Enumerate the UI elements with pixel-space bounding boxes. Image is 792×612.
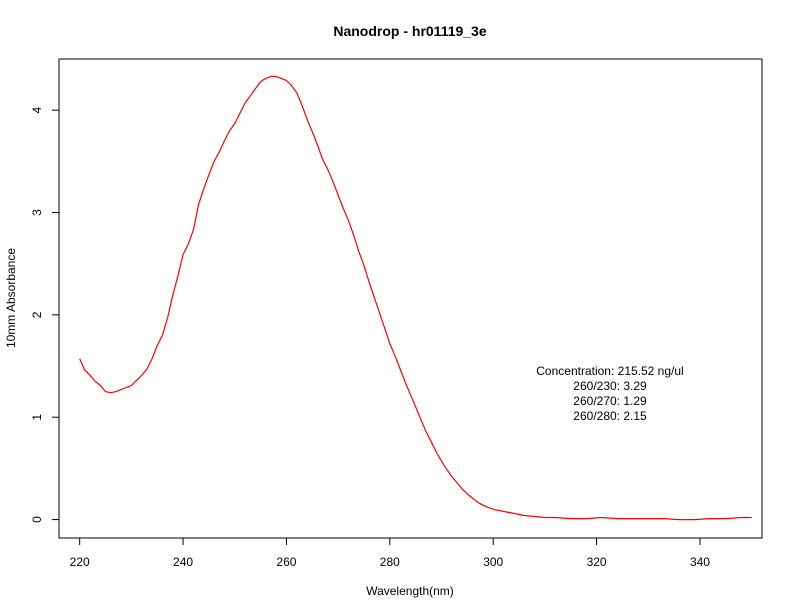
- x-tick-label: 240: [173, 555, 193, 569]
- x-axis-label: Wavelength(nm): [366, 584, 454, 598]
- x-tick-label: 300: [483, 555, 503, 569]
- y-axis: 0 1 2 3 4: [30, 107, 59, 523]
- y-tick-label: 0: [30, 516, 44, 523]
- y-tick-label: 2: [30, 311, 44, 318]
- y-tick-label: 1: [30, 414, 44, 421]
- x-tick-label: 340: [690, 555, 710, 569]
- x-axis: 220 240 260 280 300 320 340: [70, 538, 710, 569]
- plot-frame: [58, 58, 763, 539]
- annotation-block: Concentration: 215.52 ng/ul 260/230: 3.2…: [536, 364, 683, 423]
- y-tick-label: 3: [30, 209, 44, 216]
- ratio-260-230-annotation: 260/230: 3.29: [573, 379, 647, 393]
- x-tick-label: 220: [70, 555, 90, 569]
- x-tick-label: 320: [587, 555, 607, 569]
- x-tick-label: 280: [380, 555, 400, 569]
- absorbance-series-line: [79, 75, 752, 521]
- concentration-annotation: Concentration: 215.52 ng/ul: [536, 364, 683, 378]
- ratio-260-270-annotation: 260/270: 1.29: [573, 394, 647, 408]
- y-axis-label: 10mm Absorbance: [4, 248, 18, 348]
- chart-title: Nanodrop - hr01119_3e: [333, 23, 487, 39]
- x-tick-label: 260: [276, 555, 296, 569]
- series-layer: [79, 75, 752, 521]
- y-tick-label: 4: [30, 107, 44, 114]
- ratio-260-280-annotation: 260/280: 2.15: [573, 409, 647, 423]
